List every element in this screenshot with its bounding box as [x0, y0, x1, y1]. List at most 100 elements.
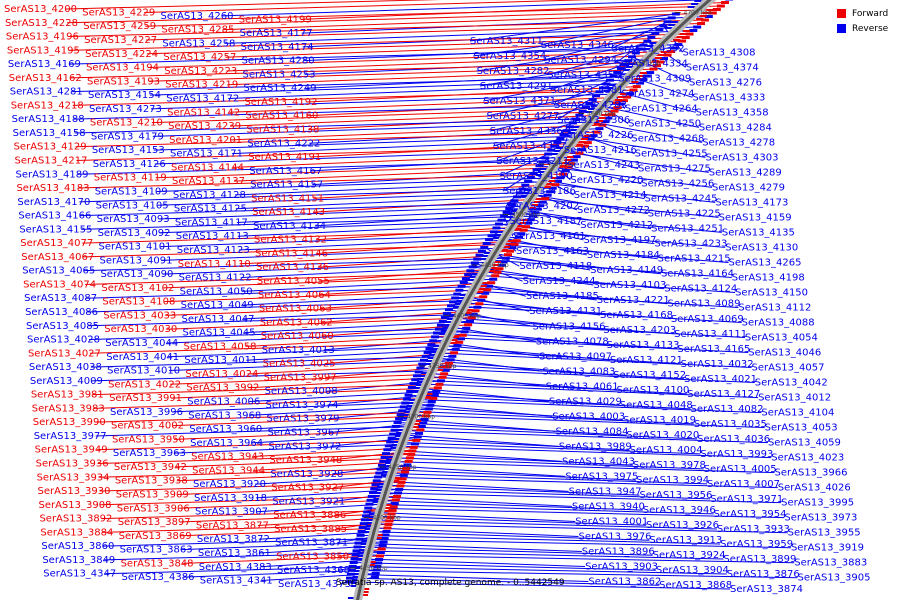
track-segment	[356, 558, 364, 560]
gene-connector	[84, 257, 506, 272]
gene-label: SerAS13_4392	[612, 44, 685, 55]
gene-connector	[238, 236, 520, 251]
track-segment	[430, 351, 438, 353]
track-segment	[694, 0, 702, 2]
gene-feature	[616, 102, 625, 106]
track-segment	[676, 36, 684, 38]
track-segment	[401, 453, 409, 455]
gene-label: SerAS13_4053	[765, 423, 838, 434]
gene-connector	[171, 387, 438, 399]
map-caption: Serratia sp. AS13, complete genome. - 0.…	[336, 578, 565, 588]
gene-feature	[487, 234, 496, 238]
track-segment	[518, 222, 526, 224]
gene-connector	[88, 327, 467, 341]
track-segment	[504, 243, 512, 245]
gene-label: SerAS13_4227	[84, 35, 157, 46]
gene-feature	[561, 169, 570, 173]
gene-feature	[655, 28, 664, 32]
gene-feature	[489, 230, 498, 234]
gene-feature	[419, 421, 428, 425]
track-segment	[351, 579, 359, 581]
gene-label: SerAS13_4047	[182, 314, 255, 325]
gene-feature	[471, 309, 480, 313]
track-segment	[437, 366, 445, 368]
gene-feature	[635, 47, 644, 51]
gene-connector	[235, 194, 548, 210]
track-segment	[392, 441, 400, 443]
gene-label: SerAS13_3926	[646, 520, 719, 531]
gene-connector	[378, 476, 778, 489]
gene-feature	[450, 351, 459, 355]
gene-connector	[397, 421, 627, 436]
gene-connector	[540, 17, 672, 46]
gene-label: SerAS13_4265	[728, 257, 801, 268]
gene-connector	[147, 37, 686, 55]
gene-label: SerAS13_3913	[649, 535, 722, 546]
gene-connector	[159, 219, 531, 234]
gene-label: SerAS13_4137	[172, 176, 245, 187]
gene-connector	[101, 509, 393, 520]
gene-connector	[177, 485, 401, 495]
gene-connector	[350, 573, 589, 582]
gene-feature	[390, 428, 399, 432]
gene-label: SerAS13_4283	[554, 100, 627, 111]
track-segment	[679, 33, 687, 35]
track-segment	[603, 90, 611, 92]
gene-label: SerAS13_4164	[661, 269, 734, 280]
track-segment	[548, 180, 556, 182]
gene-label: SerAS13_4218	[11, 100, 84, 111]
gene-feature	[347, 568, 356, 572]
gene-feature	[497, 218, 506, 222]
gene-connector	[72, 89, 634, 106]
track-segment	[611, 102, 619, 104]
gene-label: SerAS13_3993	[700, 449, 773, 460]
gene-connector	[410, 390, 620, 406]
gene-feature	[602, 82, 611, 86]
gene-connector	[364, 519, 717, 530]
gene-connector	[69, 47, 675, 65]
track-segment	[476, 291, 484, 293]
gene-feature	[376, 467, 385, 471]
gene-feature	[458, 333, 467, 337]
track-segment	[412, 390, 420, 392]
gene-feature	[601, 120, 610, 124]
gene-connector	[400, 414, 765, 429]
gene-feature	[485, 238, 494, 242]
gene-connector	[244, 320, 470, 334]
gene-feature	[423, 410, 432, 414]
track-segment	[381, 474, 389, 476]
gene-label: SerAS13_4239	[168, 121, 241, 132]
track-segment	[522, 192, 530, 194]
track-segment	[396, 432, 404, 434]
gene-label: SerAS13_3964	[190, 438, 263, 449]
gene-connector	[166, 317, 472, 330]
track-segment	[550, 177, 558, 179]
gene-label: SerAS13_4149	[590, 265, 663, 276]
gene-feature	[461, 277, 470, 281]
gene-connector	[611, 21, 668, 49]
gene-feature	[372, 479, 381, 483]
gene-connector	[79, 187, 553, 203]
gene-feature	[551, 183, 560, 187]
gene-connector	[373, 492, 782, 504]
gene-label: SerAS13_4278	[702, 137, 775, 148]
gene-connector	[158, 205, 541, 220]
gene-connector	[415, 379, 688, 395]
gene-connector	[413, 383, 759, 399]
gene-label: SerAS13_4192	[244, 97, 317, 108]
track-segment	[643, 48, 651, 50]
gene-connector	[422, 363, 685, 380]
gene-feature	[431, 335, 440, 339]
track-segment	[540, 168, 548, 170]
gene-connector	[528, 180, 716, 203]
gene-feature	[609, 74, 618, 78]
track-segment	[609, 84, 617, 86]
gene-connector	[363, 523, 788, 534]
gene-feature	[429, 396, 438, 400]
gene-feature	[430, 393, 439, 397]
gene-label: SerAS13_3966	[775, 468, 848, 479]
gene-connector	[91, 369, 446, 382]
gene-label: SerAS13_4161	[513, 231, 586, 242]
track-segment	[415, 384, 423, 386]
gene-connector	[173, 429, 421, 440]
